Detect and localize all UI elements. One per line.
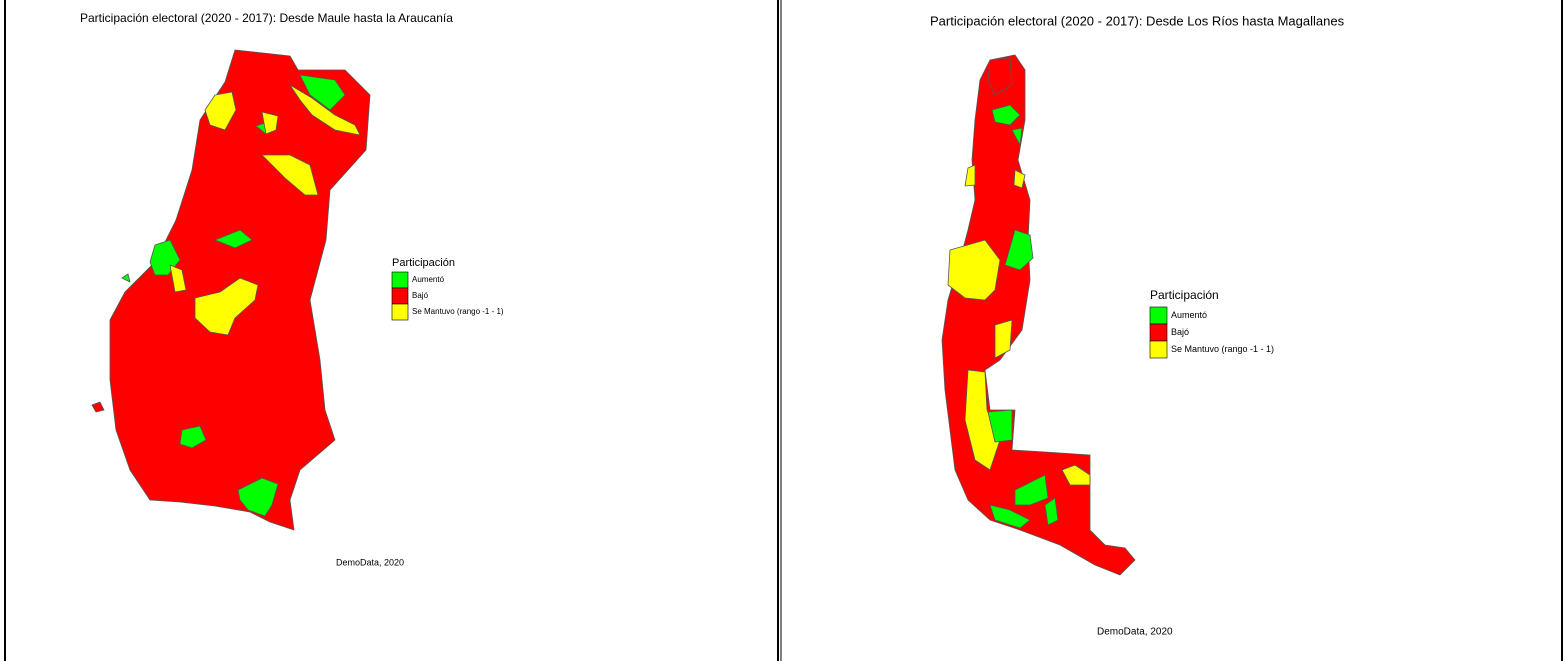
legend-label: Aumentó (412, 275, 445, 284)
legend-label: Aumentó (1171, 310, 1207, 320)
region (179, 425, 207, 449)
map (91, 49, 371, 531)
region (1044, 497, 1059, 526)
map-title: Participación electoral (2020 - 2017): D… (80, 11, 453, 25)
panel-left: Participación electoral (2020 - 2017): D… (80, 11, 504, 567)
caption: DemoData, 2020 (1097, 627, 1173, 638)
region (261, 111, 279, 135)
region (204, 91, 237, 131)
region (194, 277, 259, 336)
region (289, 84, 361, 136)
legend-label: Se Mantuvo (rango -1 - 1) (1171, 344, 1274, 354)
map (941, 54, 1136, 576)
region (1061, 464, 1091, 486)
legend-title: Participación (392, 257, 455, 269)
legend-swatch (391, 303, 409, 321)
region (987, 409, 1013, 443)
legend-swatch (391, 287, 409, 305)
region (121, 273, 131, 283)
region (1014, 474, 1049, 506)
legend-label: Se Mantuvo (rango -1 - 1) (412, 307, 504, 316)
region (214, 229, 253, 249)
region (91, 401, 105, 413)
legend-swatch (391, 271, 409, 289)
legend-label: Bajó (412, 291, 429, 300)
legend-title: Participación (1150, 288, 1219, 302)
region (237, 477, 279, 517)
region (964, 164, 976, 187)
panel-right: Participación electoral (2020 - 2017): D… (930, 13, 1345, 637)
region (299, 74, 346, 111)
region (947, 239, 1001, 301)
legend: Aumentó Bajó Se Mantuvo (rango -1 - 1) (391, 271, 504, 321)
region (261, 154, 319, 196)
region (994, 319, 1013, 359)
legend-label: Bajó (1171, 327, 1189, 337)
region (1013, 169, 1026, 189)
region (989, 504, 1031, 529)
legend: Aumentó Bajó Se Mantuvo (rango -1 - 1) (1149, 306, 1274, 359)
legend-swatch (1149, 323, 1168, 342)
region (991, 104, 1021, 126)
caption: DemoData, 2020 (336, 557, 404, 567)
region (1011, 127, 1023, 146)
region (987, 57, 1013, 96)
legend-swatch (1149, 306, 1168, 325)
region (964, 369, 1001, 471)
region (1004, 229, 1034, 271)
map-title: Participación electoral (2020 - 2017): D… (930, 13, 1345, 28)
legend-swatch (1149, 340, 1168, 359)
region (169, 264, 187, 293)
